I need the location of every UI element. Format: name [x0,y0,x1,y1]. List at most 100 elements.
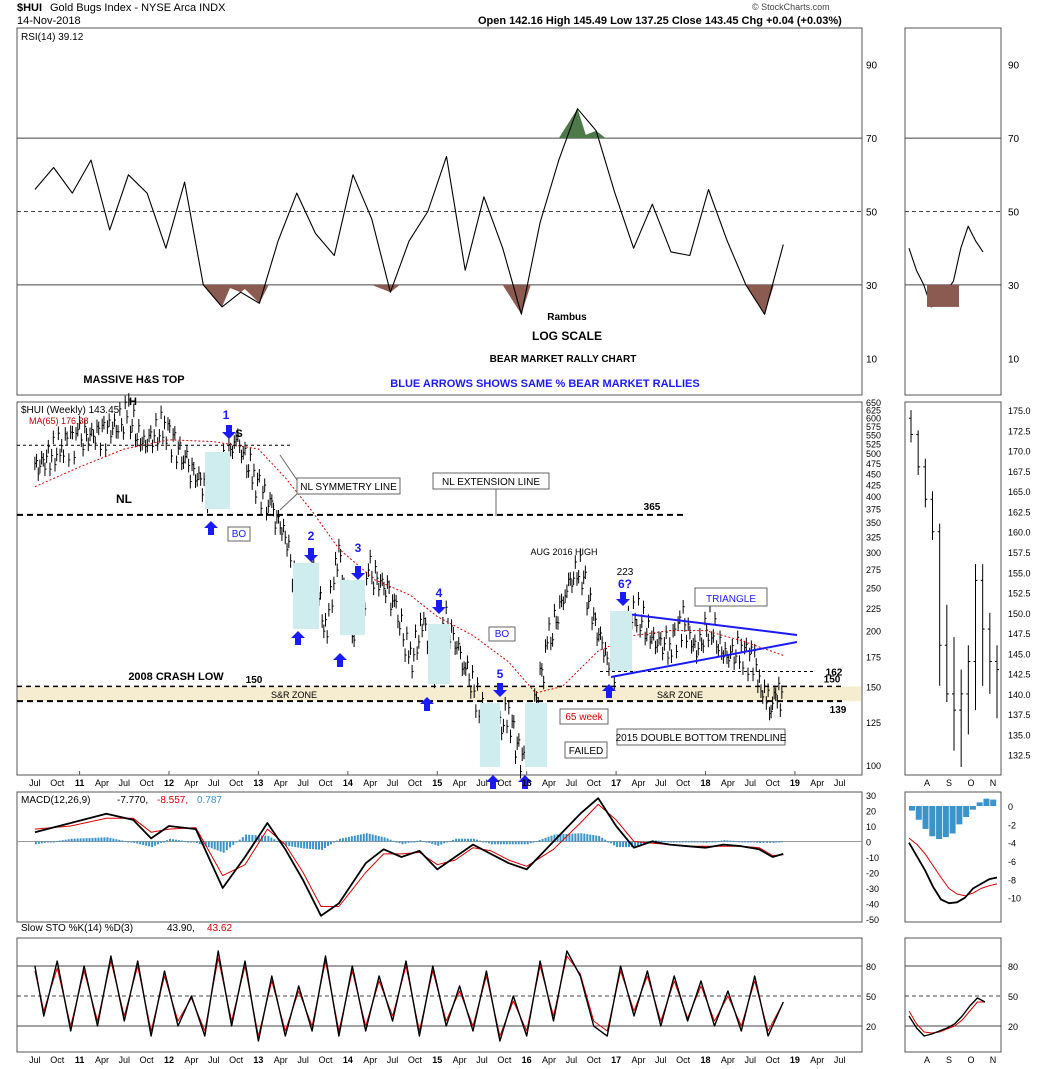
callout-pointer [279,454,298,481]
macd-histogram-bar [362,833,365,842]
stoch-legend: Slow STO %K(14) %D(3) [21,923,133,934]
rsi-tick-label: 30 [866,281,878,292]
inset-x-axis-label: N [990,778,997,788]
rally-highlight-box [525,703,547,767]
macd-histogram-bar [103,837,106,842]
macd-histogram-bar [598,835,601,842]
rally-number-4: 4 [436,586,443,600]
macd-histogram-bar [139,841,142,845]
macd-histogram-bar [306,841,309,849]
macd-histogram-bar [124,841,127,843]
price-inset-tick-label: 175.0 [1008,406,1031,416]
annotation-2008-crash-low: 2008 CRASH LOW [128,671,224,683]
x-axis-label: Apr [721,1055,735,1065]
macd-histogram-bar [437,841,440,846]
macd-tick-label: 30 [866,791,876,801]
macd-histogram-bar [633,841,636,848]
macd-histogram-bar [324,841,327,849]
price-tick-label: 300 [866,548,881,558]
macd-histogram-bar [413,841,416,843]
blue-arrow-up [204,521,218,535]
x-axis-label: Oct [408,1055,423,1065]
annotation-nl: NL [116,492,132,506]
macd-histogram-bar [481,841,484,843]
macd-inset-tick-label: -4 [1008,839,1016,849]
x-axis-label: Oct [587,1055,602,1065]
macd-histogram-bar [505,841,508,845]
macd-histogram-bar [756,841,759,843]
macd-histogram-bar [657,840,660,842]
blue-arrow-up [420,697,434,711]
stoch-legend-d-value: 43.62 [207,923,232,934]
annotation-65-week: 65 week [565,712,603,723]
x-axis-label: Apr [274,1055,288,1065]
macd-histogram-bar [195,841,198,843]
macd-histogram-bar [127,841,130,843]
macd-histogram-bar [592,835,595,842]
macd-inset-line [908,842,998,905]
annotation-nl-extension-line-box [432,472,550,490]
macd-inset-histogram-bar [976,802,983,806]
macd-histogram-bar [207,841,210,848]
macd-histogram-bar [496,841,499,845]
annotation-150: 150 [246,675,263,686]
rsi-inset-tick-label: 50 [1008,208,1020,219]
macd-histogram-bar [160,841,163,843]
macd-histogram-bar [636,841,639,846]
macd-histogram-bar [541,838,544,842]
x-axis-label: Jul [29,778,41,788]
x-axis-label: Apr [542,1055,556,1065]
macd-histogram-bar [344,837,347,842]
rsi-tick-label: 70 [866,134,878,145]
macd-histogram-bar [529,841,532,844]
macd-histogram-bar [467,838,470,842]
macd-panel-frame [16,791,863,923]
macd-histogram-bar [133,841,136,843]
price-tick-label: 325 [866,532,881,542]
rsi-oversold-fill [745,284,774,315]
stoch-k-line [34,950,784,1042]
macd-histogram-bar [248,834,251,842]
macd-histogram-bar [708,841,711,843]
macd-histogram-bar [88,838,91,842]
annotation-rambus: Rambus [547,312,587,323]
price-inset-tick-label: 137.5 [1008,710,1031,720]
price-tick-label: 625 [866,406,881,416]
macd-histogram-bar [52,841,55,843]
inset-x-axis-label: O [967,1055,974,1065]
price-inset-tick-label: 170.0 [1008,447,1031,457]
macd-histogram-bar [294,841,297,848]
macd-histogram-bar [309,841,312,849]
macd-histogram-bar [171,839,174,842]
stockcharts-logo: © StockCharts.com [752,2,830,12]
annotation-bear-market-chart: BEAR MARKET RALLY CHART [490,354,637,365]
macd-histogram-bar [765,841,768,843]
inset-x-axis-label: A [924,1055,930,1065]
macd-tick-label: 20 [866,807,876,817]
macd-histogram-bar [470,838,473,842]
macd-histogram-bar [490,841,493,845]
x-axis-label: Oct [587,778,602,788]
macd-tick-label: 0 [866,838,871,848]
macd-histogram-bar [595,835,598,842]
macd-histogram-bar [285,841,288,846]
macd-histogram-bar [729,840,732,842]
macd-histogram-bar [526,841,529,845]
macd-histogram-bar [517,841,520,845]
rsi-oversold-fill [203,284,232,307]
macd-histogram-bar [699,841,702,843]
macd-histogram-bar [374,835,377,842]
macd-inset-histogram-bar [915,806,922,820]
macd-histogram-bar [338,838,341,842]
x-axis-label: Oct [497,778,512,788]
macd-inset-tick-label: -8 [1008,875,1016,885]
macd-histogram-bar [210,841,213,849]
price-tick-label: 150 [866,682,881,692]
x-axis-label: Jul [744,1055,756,1065]
macd-histogram-bar [55,841,58,843]
x-axis-label: Apr [363,778,377,788]
x-axis-label: Oct [318,1055,333,1065]
x-axis-label: 18 [701,778,711,788]
macd-histogram-bar [702,841,705,843]
x-axis-label: Oct [140,778,155,788]
